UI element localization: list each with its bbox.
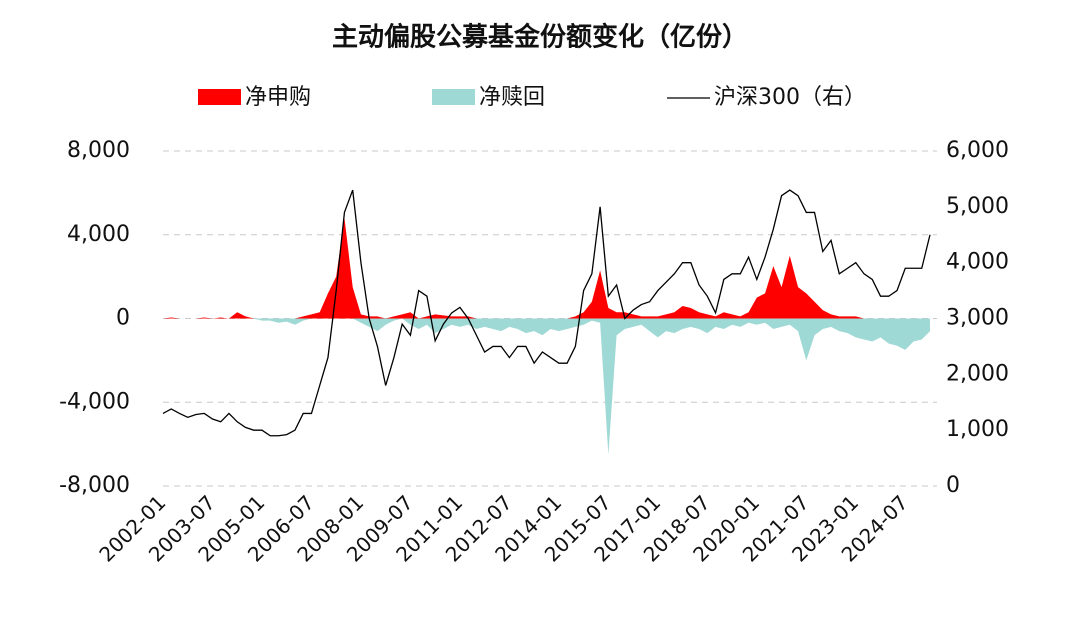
y-tick-label: -8,000 (59, 473, 130, 498)
y-tick-label: -4,000 (59, 389, 130, 414)
y2-tick-label: 0 (946, 473, 960, 498)
y-tick-label: 0 (116, 306, 130, 331)
y2-tick-label: 6,000 (946, 138, 1009, 163)
y2-tick-label: 4,000 (946, 250, 1009, 275)
chart-title: 主动偏股公募基金份额变化（亿份） (332, 22, 748, 53)
y2-tick-label: 2,000 (946, 361, 1009, 386)
y-tick-label: 4,000 (67, 222, 130, 247)
y2-tick-label: 1,000 (946, 417, 1009, 442)
area (163, 218, 930, 319)
legend-swatch (198, 89, 241, 105)
legend-label: 净赎回 (479, 85, 545, 110)
y-tick-label: 8,000 (67, 138, 130, 163)
area (163, 318, 930, 455)
line (162, 189, 931, 437)
legend-label: 沪深300（右） (714, 85, 866, 110)
y2-tick-label: 5,000 (946, 194, 1009, 219)
y2-tick-label: 3,000 (946, 306, 1009, 331)
legend-label: 净申购 (245, 85, 311, 110)
legend-swatch (432, 89, 475, 105)
